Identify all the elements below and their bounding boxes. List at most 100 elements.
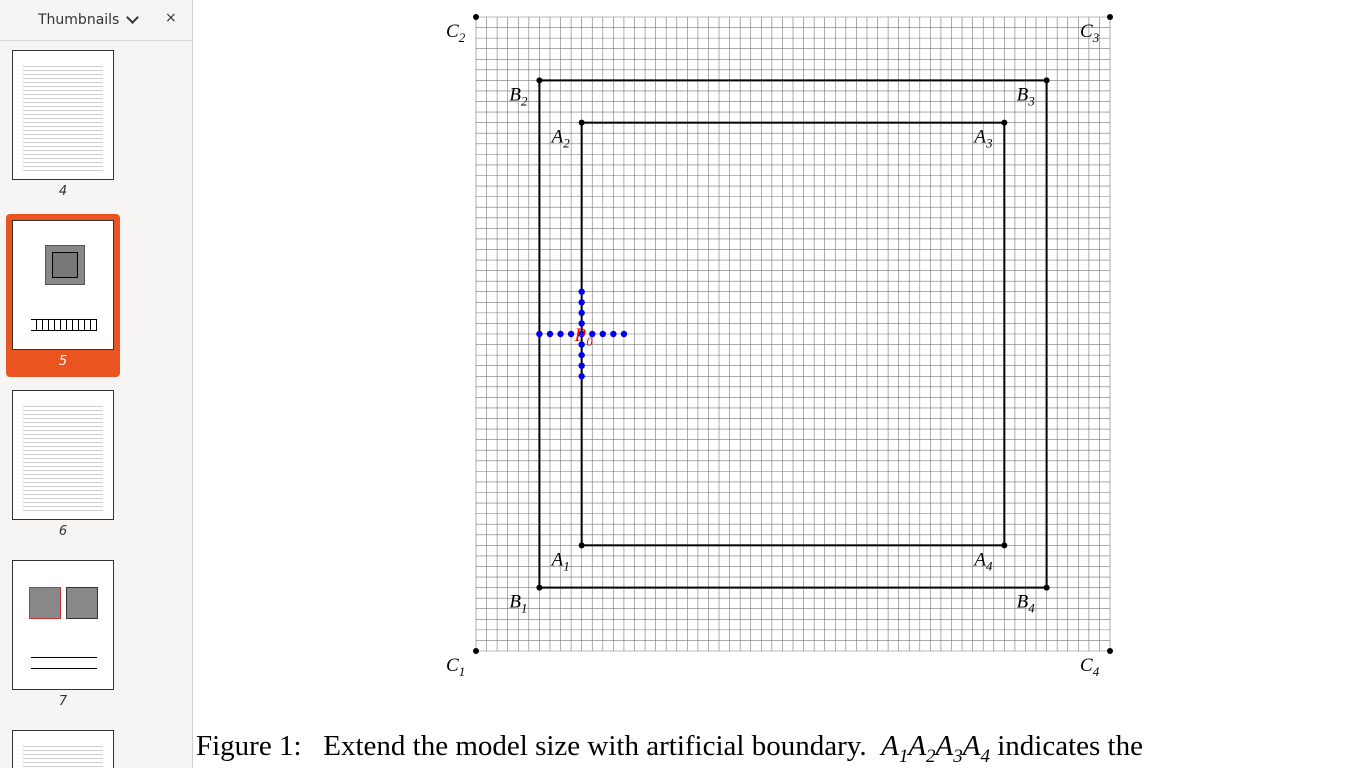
sidebar: Thumbnails × 4 5 6 7 [0,0,193,768]
grid-node [578,320,585,327]
grid-node [578,309,585,317]
sidebar-title[interactable]: Thumbnails [38,12,120,28]
label-letter: C [1080,21,1093,42]
thumbnail[interactable] [12,50,114,180]
label-subscript: 1 [563,558,570,573]
vertex-label: B4 [1017,592,1036,616]
label-letter: C [1080,655,1093,676]
page-number: 6 [58,524,68,539]
grid-node [610,330,617,338]
caption-text: Extend the model size with artificial bo… [323,730,867,762]
grid-node [536,330,543,338]
label-letter: A [550,127,564,148]
vertex-label: C1 [446,655,465,679]
thumbnail[interactable] [12,730,114,768]
label-subscript: 1 [459,664,466,679]
grid-node [599,330,606,338]
math-letter: A [962,730,981,762]
grid-node [578,299,585,306]
label-letter: C [446,655,459,676]
math-subscript: 1 [898,745,909,767]
vertex-label: B3 [1017,84,1036,108]
label-letter: B [1017,84,1029,105]
vertex-label: A1 [550,549,570,573]
label-subscript: 4 [1028,601,1035,616]
vertex-label: C2 [446,21,466,45]
label-subscript: 3 [1092,30,1100,45]
label-subscript: 4 [986,558,993,573]
grid-node [567,330,575,338]
math-term: A4 [962,730,990,767]
corner-point [1107,14,1113,20]
math-letter: A [908,730,927,762]
corner-point [578,119,585,126]
grid-node [578,330,585,338]
vertex-label: B1 [509,592,527,616]
grid-node [620,330,628,338]
label-letter: C [446,21,459,42]
label-subscript: 2 [563,136,570,151]
close-button[interactable]: × [165,10,177,26]
vertex-label: A2 [550,127,571,151]
sidebar-header: Thumbnails × [0,0,192,41]
corner-point [473,14,479,20]
math-letter: A [881,730,899,762]
label-letter: A [972,127,986,148]
label-letter: B [509,84,521,105]
grid-node [578,362,585,369]
corner-point [1001,119,1008,126]
math-letter: A [935,730,954,762]
label-subscript: 0 [586,334,593,349]
math-subscript: 3 [953,745,963,767]
math-subscript: 4 [980,745,990,767]
corner-point [1043,584,1050,591]
thumbnail[interactable] [12,390,114,520]
label-subscript: 4 [1093,664,1100,679]
corner-point [536,584,543,591]
label-subscript: 2 [521,93,528,108]
vertex-label: B2 [509,84,528,108]
corner-point [536,77,543,84]
corner-point [1043,77,1050,84]
vertex-label: A3 [972,127,993,151]
corner-point [1001,542,1008,549]
math-term: A1 [881,730,908,767]
label-letter: A [972,549,986,570]
vertex-label: C4 [1080,655,1100,679]
thumbnail[interactable] [12,560,114,690]
label-letter: B [509,592,521,613]
grid-node [578,351,585,359]
vertex-label: C3 [1080,21,1100,45]
grid-node [546,330,554,338]
math-term: A2 [908,730,935,767]
label-letter: B [1017,592,1029,613]
caption-math: A1A2A3A4 [881,730,990,767]
page-number: 7 [58,694,68,709]
caption: Figure 1: Extend the model size with art… [196,730,1366,768]
label-subscript: 2 [459,30,466,45]
math-subscript: 2 [926,745,936,767]
page-number: 4 [58,184,68,199]
point-label: P0 [574,325,594,349]
label-subscript: 1 [521,601,528,616]
math-term: A3 [935,730,963,767]
corner-point [473,648,479,654]
label-subscript: 3 [985,136,993,151]
grid-node [578,288,585,295]
corner-point [1107,648,1113,654]
grid-node [578,373,585,380]
grid-node [578,341,585,348]
grid-node [589,330,596,338]
thumbnail[interactable] [12,220,114,350]
figure-number: Figure 1: [196,730,302,762]
corner-point [578,542,585,549]
grid-node [557,330,564,338]
label-letter: P [574,325,587,346]
page-number: 5 [58,354,68,369]
label-letter: A [550,549,564,570]
label-subscript: 3 [1027,93,1035,108]
vertex-label: A4 [972,549,993,573]
caption-tail: indicates the [997,730,1143,762]
